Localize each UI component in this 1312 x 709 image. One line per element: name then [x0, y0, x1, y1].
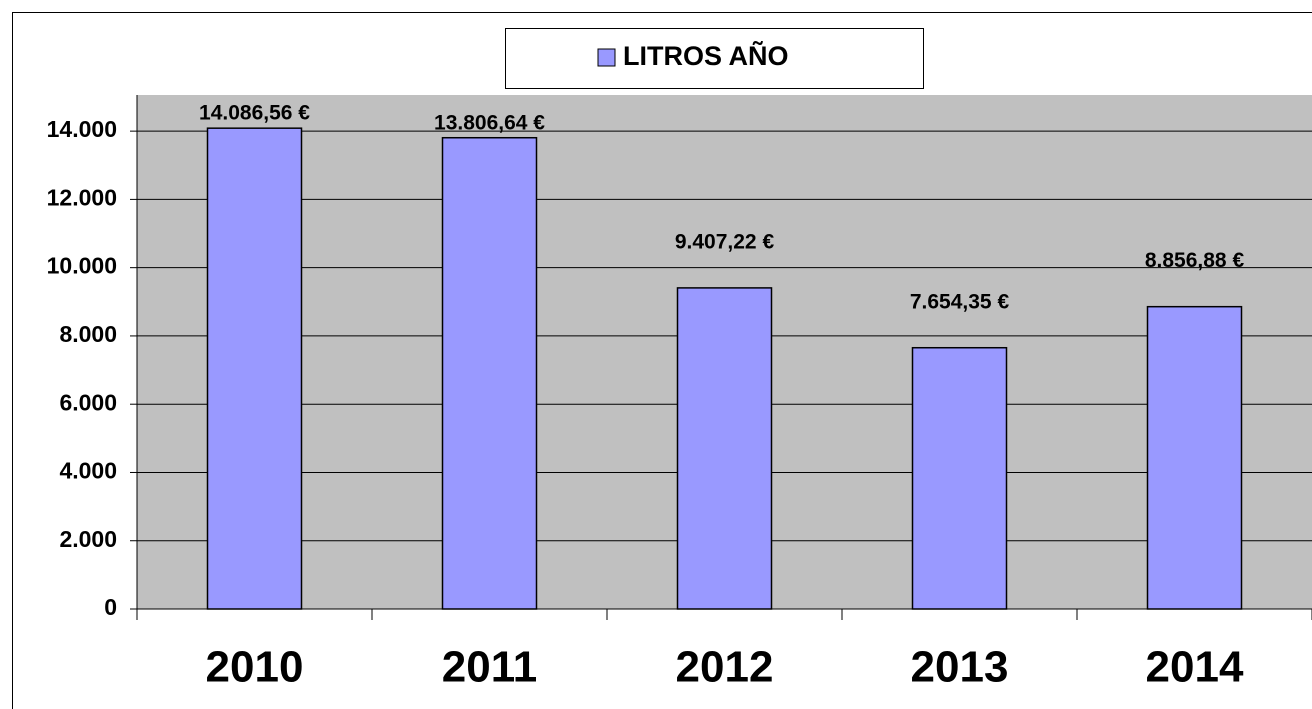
- bar: [676, 287, 773, 610]
- y-tick-label: 8.000: [59, 321, 117, 347]
- legend-swatch: [597, 48, 616, 67]
- legend-label: LITROS AÑO: [623, 40, 789, 71]
- x-tick-label: 2011: [442, 643, 537, 692]
- y-tick-label: 2.000: [59, 526, 117, 552]
- bar: [1146, 305, 1243, 610]
- x-tick-label: 2014: [1146, 643, 1244, 692]
- data-label: 9.407,22 €: [675, 230, 775, 253]
- x-tick-label: 2012: [676, 643, 774, 692]
- bar: [441, 136, 538, 610]
- data-label: 14.086,56 €: [199, 102, 310, 125]
- x-tick-label: 2010: [206, 643, 304, 692]
- y-tick-label: 14.000: [47, 116, 117, 142]
- y-tick-label: 12.000: [47, 184, 117, 210]
- legend-box: [505, 28, 924, 89]
- data-label: 8.856,88 €: [1145, 249, 1245, 272]
- y-tick-label: 0: [104, 594, 117, 620]
- data-label: 13.806,64 €: [434, 111, 545, 134]
- bar: [911, 346, 1008, 610]
- y-tick-label: 4.000: [59, 458, 117, 484]
- y-tick-label: 10.000: [47, 253, 117, 279]
- bar: [206, 127, 303, 610]
- x-tick-label: 2013: [911, 643, 1009, 692]
- data-label: 7.654,35 €: [910, 290, 1010, 313]
- y-tick-label: 6.000: [59, 389, 117, 415]
